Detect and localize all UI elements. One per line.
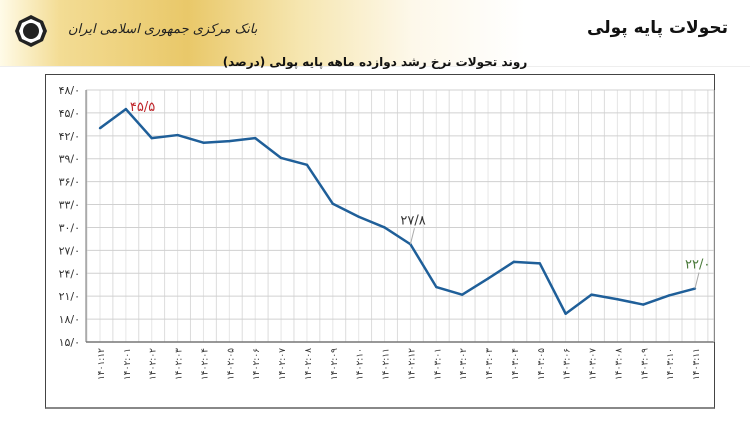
y-tick-label: ۱۵/۰ <box>59 336 80 349</box>
y-tick-label: ۲۷/۰ <box>59 244 80 257</box>
x-tick-label: ۱۴۰۲:۰۴ <box>200 348 210 380</box>
data-point <box>538 262 541 265</box>
y-tick-label: ۴۵/۰ <box>59 107 80 120</box>
data-point <box>590 293 593 296</box>
x-tick-label: ۱۴۰۲:۰۳ <box>175 348 185 380</box>
x-tick-label: ۱۴۰۳:۰۷ <box>589 348 599 380</box>
x-tick-label: ۱۴۰۲:۰۶ <box>252 348 262 380</box>
y-tick-label: ۳۰/۰ <box>59 221 80 234</box>
x-tick-label: ۱۴۰۳:۰۱ <box>433 348 443 380</box>
x-tick-label: ۱۴۰۱:۱۲ <box>97 348 107 380</box>
x-tick-label: ۱۴۰۳:۰۲ <box>459 348 469 380</box>
y-tick-label: ۳۳/۰ <box>59 199 80 212</box>
data-point <box>383 226 386 229</box>
y-tick-label: ۴۲/۰ <box>59 130 80 143</box>
x-tick-label: ۱۴۰۳:۰۳ <box>485 348 495 380</box>
x-tick-label: ۱۴۰۲:۰۱ <box>123 348 133 380</box>
x-tick-label: ۱۴۰۲:۰۷ <box>278 348 288 380</box>
data-point <box>435 285 438 289</box>
data-label: ۲۷/۸ <box>400 213 425 228</box>
data-point <box>202 141 205 144</box>
data-point <box>176 133 179 137</box>
data-point <box>642 303 645 306</box>
x-tick-label: ۱۴۰۳:۰۸ <box>614 348 624 380</box>
x-tick-label: ۱۴۰۲:۰۲ <box>149 348 159 380</box>
series-line <box>99 107 696 315</box>
y-tick-label: ۲۴/۰ <box>59 267 80 280</box>
y-tick-label: ۴۸/۰ <box>59 84 80 97</box>
x-tick-label: ۱۴۰۲:۰۵ <box>226 348 236 380</box>
data-point <box>512 260 516 264</box>
central-bank-logo <box>15 15 47 47</box>
page-title: تحولات پایه پولی <box>587 18 728 38</box>
y-tick-label: ۲۱/۰ <box>59 290 80 303</box>
data-point <box>616 298 619 301</box>
data-point <box>667 294 671 297</box>
data-point <box>486 277 490 280</box>
data-point <box>564 312 567 315</box>
x-tick-label: ۱۴۰۲:۱۰ <box>356 348 366 380</box>
data-point <box>150 136 153 140</box>
bank-name: بانک مرکزی جمهوری اسلامی ایران <box>68 22 258 37</box>
x-tick-label: ۱۴۰۳:۰۵ <box>537 348 547 380</box>
x-tick-label: ۱۴۰۳:۰۴ <box>511 348 521 380</box>
data-point <box>98 126 102 130</box>
data-label-leader <box>409 228 415 245</box>
x-tick-label: ۱۴۰۲:۱۱ <box>382 348 392 380</box>
data-point <box>460 293 464 296</box>
x-tick-label: ۱۴۰۲:۰۸ <box>304 348 314 380</box>
data-point <box>331 202 335 205</box>
data-point <box>124 107 128 111</box>
header-band <box>0 0 750 67</box>
data-point <box>228 139 231 143</box>
data-point <box>254 136 257 140</box>
data-point <box>357 215 360 218</box>
y-tick-label: ۳۶/۰ <box>59 176 80 189</box>
chart-title: روند تحولات نرخ رشد دوازده ماهه پایه پول… <box>222 55 528 69</box>
data-point <box>305 163 309 167</box>
data-point <box>279 156 283 160</box>
data-label-leader <box>694 272 700 289</box>
x-tick-label: ۱۴۰۳:۱۱ <box>692 348 702 380</box>
x-tick-label: ۱۴۰۳:۰۶ <box>563 348 573 380</box>
data-label: ۴۵/۵ <box>130 100 155 115</box>
x-tick-label: ۱۴۰۲:۰۹ <box>330 348 340 380</box>
x-tick-label: ۱۴۰۳:۱۰ <box>666 348 676 380</box>
y-tick-label: ۳۹/۰ <box>59 153 80 166</box>
y-tick-label: ۱۸/۰ <box>59 313 80 326</box>
x-tick-label: ۱۴۰۳:۰۹ <box>640 348 650 380</box>
data-label: ۲۲/۰ <box>685 258 710 273</box>
x-tick-label: ۱۴۰۲:۱۲ <box>407 348 417 380</box>
